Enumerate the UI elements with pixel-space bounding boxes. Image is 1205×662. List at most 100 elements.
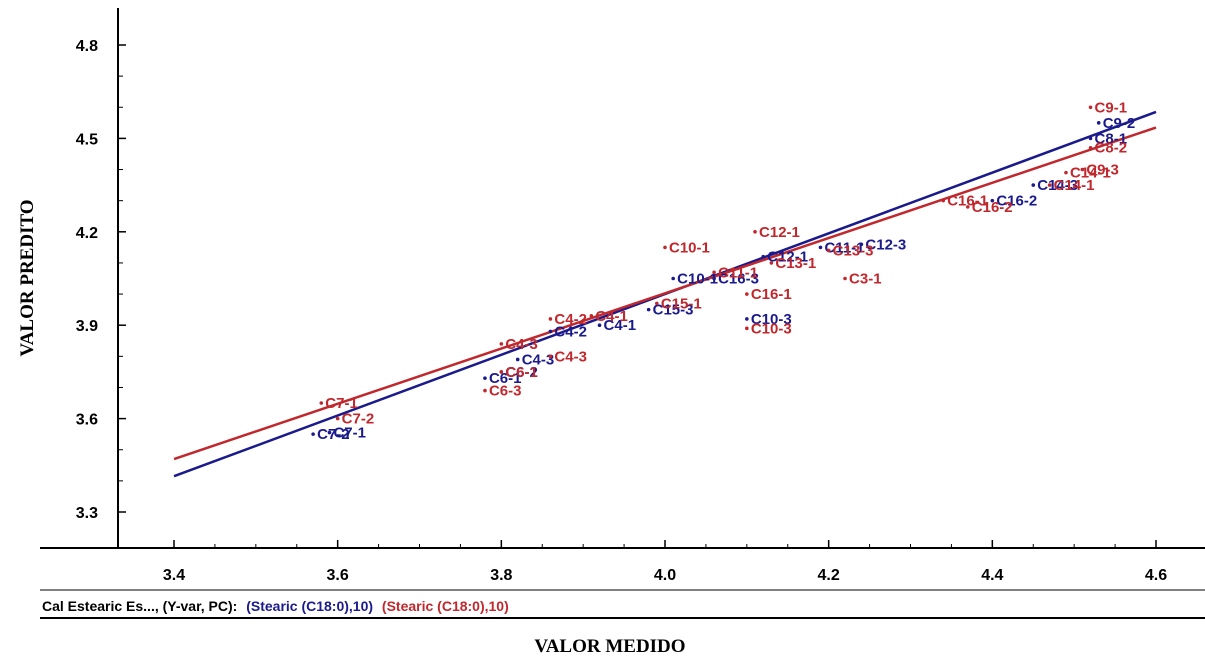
y-tick-label: 4.2: [76, 225, 98, 242]
point-label: C14-1: [1070, 165, 1111, 182]
data-point: [745, 317, 749, 321]
x-ticks: 3.4 3.6 3.8 4.0 4.2 4.4 4.6: [163, 540, 1167, 584]
point-label: C12-1: [767, 249, 808, 266]
y-tick-label: 4.8: [76, 38, 98, 55]
data-point: [712, 276, 716, 281]
y-tick-label: 3.6: [76, 412, 98, 429]
point-label: C14-3: [1037, 177, 1078, 194]
data-point: [1064, 170, 1068, 175]
point-label: C8-2: [1095, 140, 1128, 157]
data-point: [712, 270, 716, 275]
data-point: [327, 430, 332, 435]
point-label: C4-1: [604, 317, 637, 334]
data-point: [753, 230, 757, 234]
x-tick-label: 4.4: [981, 567, 1003, 584]
point-label: C15-3: [653, 302, 694, 319]
point-label: C16-3: [718, 271, 759, 288]
data-point: [548, 317, 553, 321]
x-axis-title: VALOR MEDIDO: [534, 636, 685, 657]
point-label: C7-1: [325, 395, 358, 412]
data-point: [1088, 105, 1093, 110]
point-label: C12-3: [865, 236, 906, 253]
point-label: C13-1: [775, 255, 816, 272]
point-label: C8-1: [1095, 130, 1128, 147]
caption-series-2: (Stearic (C18:0),10): [382, 598, 509, 614]
data-point: [965, 205, 970, 209]
axes: [40, 8, 1205, 619]
data-point: [499, 342, 504, 346]
data-point: [671, 276, 675, 281]
point-label: C14-1: [1054, 177, 1095, 194]
caption-series-1: (Stearic (C18:0),10): [246, 598, 373, 614]
point-label: C16-2: [972, 199, 1013, 216]
data-point: [548, 329, 553, 334]
point-label: C7-2: [342, 411, 375, 428]
x-tick-label: 4.2: [818, 567, 840, 584]
point-label: C15-1: [661, 295, 702, 312]
point-label: C3-1: [849, 271, 882, 288]
data-point: [761, 254, 765, 259]
data-point: [990, 198, 995, 203]
data-point: [663, 245, 667, 250]
x-tick-label: 4.0: [654, 567, 676, 584]
y-ticks: 3.3 3.6 3.9 4.2 4.5 4.8: [76, 38, 126, 522]
point-label: C13-3: [833, 242, 874, 259]
point-label: C6-3: [489, 383, 522, 400]
point-label: C9-2: [1103, 115, 1136, 132]
data-point: [589, 314, 594, 318]
data-point: [499, 370, 504, 374]
data-point: [1088, 136, 1093, 141]
point-label: C4-2: [554, 323, 587, 340]
data-point: [1031, 183, 1036, 187]
point-label: C9-1: [1095, 99, 1128, 116]
y-tick-label: 3.3: [76, 505, 98, 522]
data-point: [655, 301, 659, 306]
data-point: [548, 354, 553, 359]
point-label: C16-2: [996, 193, 1037, 210]
data-point: [745, 292, 749, 296]
point-label: C11-1: [824, 239, 864, 256]
point-label: C10-3: [751, 311, 792, 328]
point-label: C7-2: [317, 426, 350, 443]
point-label: C4-3: [505, 336, 538, 353]
y-axis-title: VALOR PREDITO: [17, 199, 38, 356]
data-point: [1047, 183, 1052, 187]
data-point: [826, 248, 831, 253]
data-point: [843, 276, 847, 281]
data-point: [597, 323, 602, 328]
data-point: [769, 261, 774, 265]
data-point: [311, 432, 315, 436]
y-tick-label: 3.9: [76, 318, 98, 335]
data-point: [515, 357, 520, 362]
point-label: C9-3: [1086, 162, 1119, 179]
point-label: C10-3: [751, 320, 792, 337]
caption: Cal Estearic Es..., (Y-var, PC): (Steari…: [42, 598, 509, 614]
point-label: C10-1: [677, 271, 718, 288]
x-tick-label: 3.4: [163, 567, 185, 584]
data-point: [1096, 121, 1101, 125]
point-label: C16-1: [947, 193, 988, 210]
point-label: C4-3: [554, 348, 587, 365]
data-point: [1088, 145, 1093, 150]
data-point: [859, 242, 864, 247]
point-label: C6-1: [505, 364, 538, 381]
data-point: [941, 198, 946, 203]
point-label: C7-1: [333, 425, 366, 442]
point-label: C12-1: [759, 224, 800, 241]
data-point: [1080, 167, 1085, 172]
fit-line-series-2: [173, 126, 1157, 461]
data-point: [483, 388, 487, 393]
data-point: [319, 401, 324, 405]
data-point: [646, 307, 651, 312]
point-label: C11-1: [718, 264, 758, 281]
caption-prefix: Cal Estearic Es..., (Y-var, PC):: [42, 598, 237, 614]
data-point: [818, 245, 823, 250]
point-label: C6-2: [505, 364, 538, 381]
point-label: C16-1: [751, 286, 792, 303]
y-tick-label: 4.5: [76, 131, 98, 148]
point-label: C4-1: [595, 308, 628, 325]
x-tick-label: 3.6: [327, 567, 349, 584]
point-label: C6-1: [489, 370, 522, 387]
